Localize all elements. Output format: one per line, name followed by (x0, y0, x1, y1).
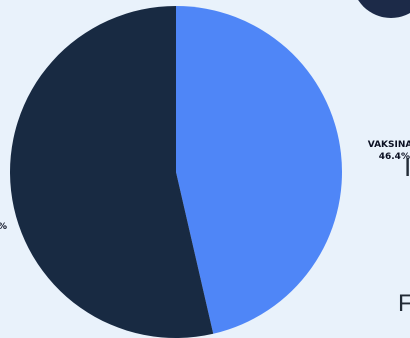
partial-text-1: I (404, 152, 410, 182)
partial-text-2: F (398, 290, 410, 317)
pie-slice-other (9, 6, 214, 338)
pie-value-other: % (0, 222, 7, 232)
pie-slice-vaksinasi (176, 6, 342, 334)
pie-value-vaksinasi: 46.4% (379, 152, 410, 162)
pie-label-vaksinasi: VAKSINASI (368, 140, 410, 150)
pie-labels: VAKSINASI 46.4%% (0, 140, 410, 232)
pie-slices (9, 6, 342, 338)
